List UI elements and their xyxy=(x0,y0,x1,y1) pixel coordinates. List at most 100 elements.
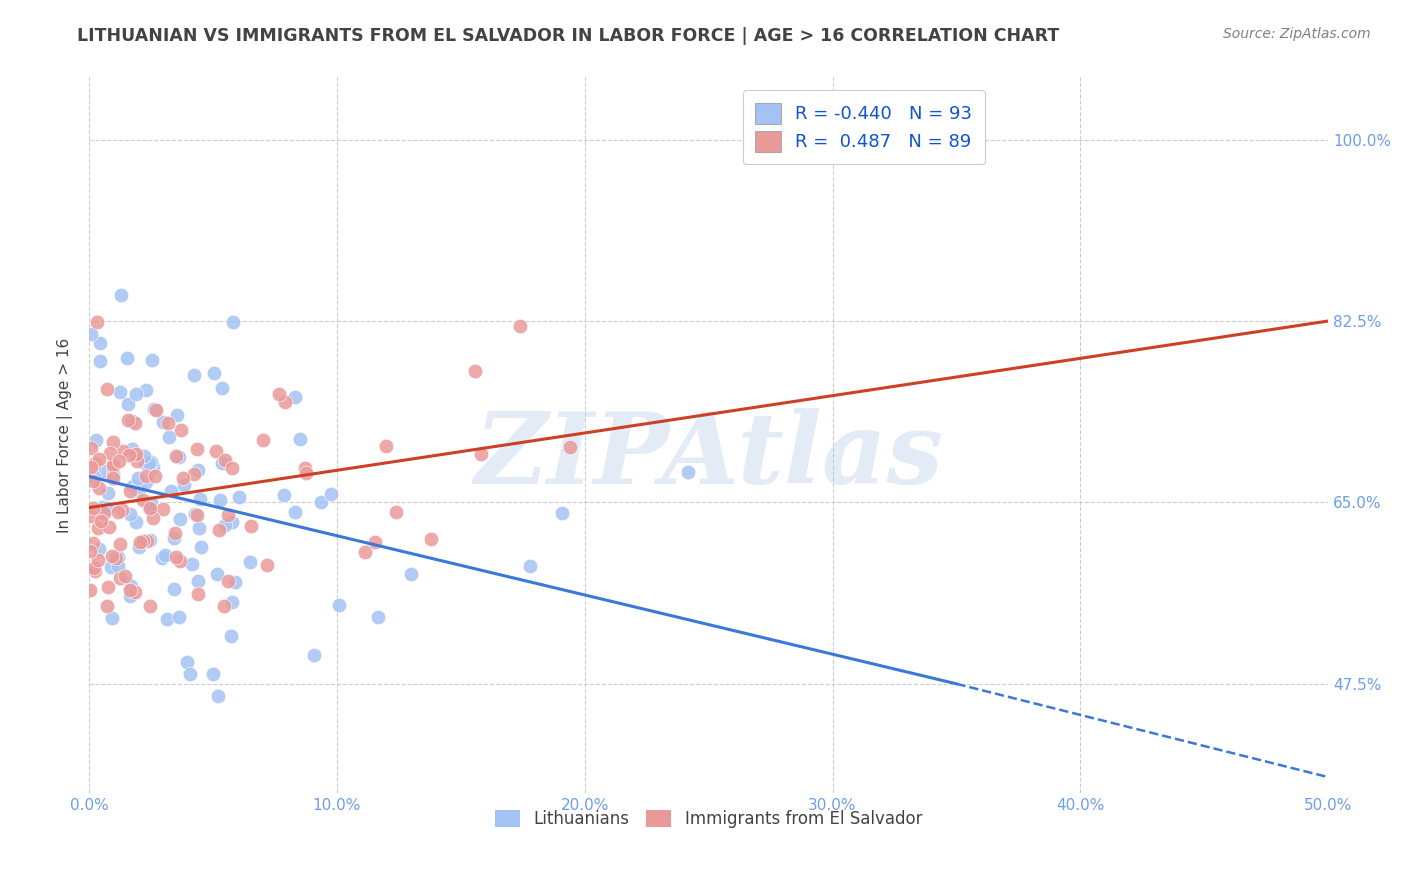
Point xyxy=(205,444,228,458)
Point xyxy=(139,455,162,469)
Point xyxy=(183,368,205,383)
Point xyxy=(101,471,124,485)
Point xyxy=(96,599,118,613)
Point xyxy=(295,466,318,480)
Point xyxy=(142,511,165,525)
Point xyxy=(98,446,121,460)
Point xyxy=(183,467,205,482)
Point xyxy=(328,599,350,613)
Point xyxy=(207,690,229,704)
Point xyxy=(169,512,191,526)
Point xyxy=(311,495,333,509)
Point xyxy=(519,558,541,573)
Point xyxy=(90,514,112,528)
Point xyxy=(132,450,155,464)
Point xyxy=(217,508,239,523)
Point xyxy=(678,466,700,480)
Point xyxy=(108,537,131,551)
Point xyxy=(172,471,194,485)
Point xyxy=(89,354,111,368)
Point xyxy=(124,584,146,599)
Point xyxy=(121,479,143,493)
Point xyxy=(118,507,141,521)
Point xyxy=(211,381,233,395)
Point xyxy=(111,503,134,517)
Point xyxy=(143,469,166,483)
Point xyxy=(201,667,224,681)
Point xyxy=(142,402,165,417)
Point xyxy=(80,441,103,455)
Point xyxy=(212,599,235,613)
Point xyxy=(145,403,167,417)
Point xyxy=(222,315,245,329)
Point xyxy=(80,460,103,475)
Point xyxy=(187,463,209,477)
Point xyxy=(87,451,110,466)
Point xyxy=(79,582,101,597)
Point xyxy=(134,456,156,470)
Point xyxy=(135,533,157,548)
Point xyxy=(354,545,377,559)
Point xyxy=(132,492,155,507)
Point xyxy=(294,461,316,475)
Point xyxy=(156,612,179,626)
Point xyxy=(252,433,274,447)
Point xyxy=(256,558,278,572)
Point xyxy=(150,551,173,566)
Point xyxy=(101,460,124,475)
Point xyxy=(96,581,118,595)
Point xyxy=(420,532,443,546)
Text: ZIPAtlas: ZIPAtlas xyxy=(474,409,943,505)
Point xyxy=(153,548,176,562)
Point xyxy=(173,478,195,492)
Point xyxy=(98,519,121,533)
Point xyxy=(96,382,118,396)
Point xyxy=(107,505,129,519)
Point xyxy=(127,454,149,468)
Point xyxy=(157,416,180,430)
Point xyxy=(142,460,165,475)
Point xyxy=(239,556,262,570)
Point xyxy=(165,450,187,464)
Point xyxy=(163,531,186,545)
Point xyxy=(87,521,110,535)
Point xyxy=(100,611,122,625)
Point xyxy=(267,386,290,401)
Point xyxy=(385,505,408,519)
Point xyxy=(110,288,132,302)
Point xyxy=(87,553,110,567)
Point xyxy=(108,454,131,468)
Point xyxy=(319,487,342,501)
Point xyxy=(83,470,105,484)
Point xyxy=(118,582,141,597)
Point xyxy=(82,474,104,488)
Point xyxy=(105,551,128,566)
Point xyxy=(86,315,108,329)
Text: Source: ZipAtlas.com: Source: ZipAtlas.com xyxy=(1223,27,1371,41)
Point xyxy=(138,501,160,516)
Point xyxy=(135,383,157,397)
Point xyxy=(551,507,574,521)
Point xyxy=(82,500,104,515)
Point xyxy=(375,439,398,453)
Point xyxy=(509,319,531,334)
Point xyxy=(240,518,263,533)
Point xyxy=(87,481,110,495)
Point xyxy=(221,595,243,609)
Point xyxy=(125,386,148,401)
Point xyxy=(111,443,134,458)
Point xyxy=(87,542,110,557)
Point xyxy=(464,364,486,378)
Legend: Lithuanians, Immigrants from El Salvador: Lithuanians, Immigrants from El Salvador xyxy=(488,803,929,834)
Point xyxy=(167,450,190,465)
Point xyxy=(135,469,157,483)
Point xyxy=(135,475,157,489)
Point xyxy=(214,518,236,533)
Point xyxy=(190,540,212,554)
Point xyxy=(202,367,225,381)
Point xyxy=(110,385,132,400)
Point xyxy=(93,500,115,515)
Point xyxy=(101,435,124,450)
Point xyxy=(139,496,162,510)
Point xyxy=(367,610,389,624)
